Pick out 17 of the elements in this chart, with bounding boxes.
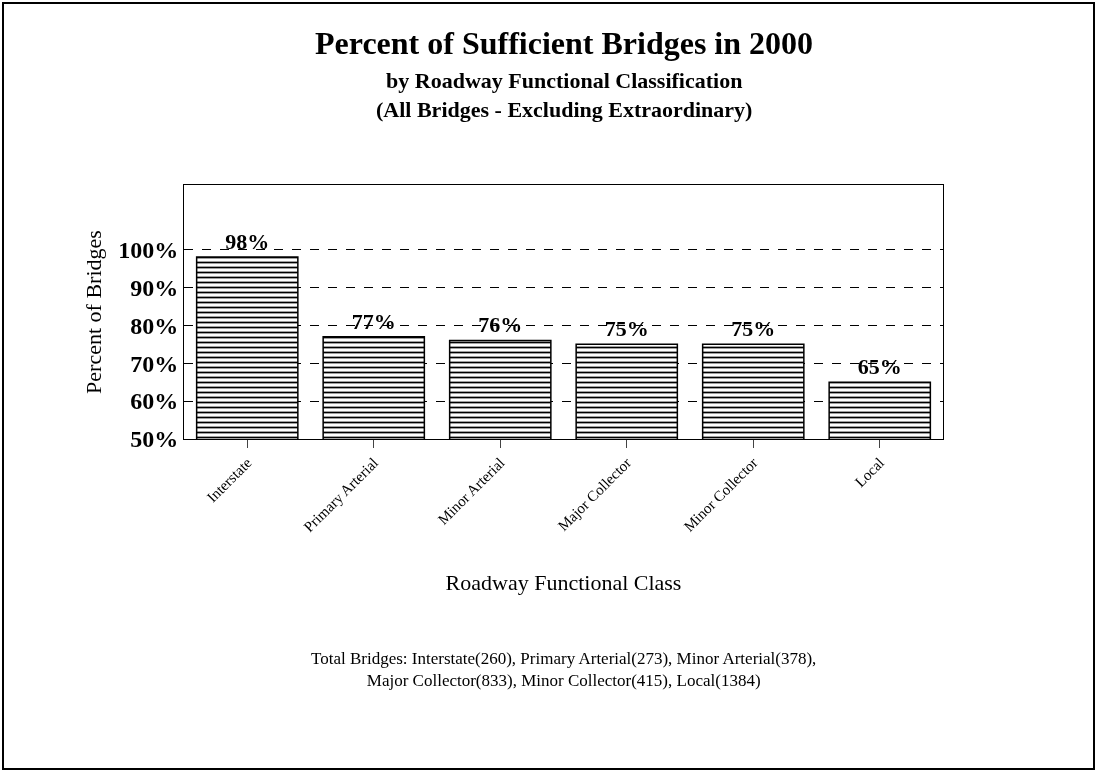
data-label: 98% <box>225 229 270 255</box>
chart-subtitle: by Roadway Functional Classification (All Bridges - Excluding Extraordinary) <box>376 68 753 122</box>
y-tick-label: 90% <box>130 274 179 301</box>
y-tick-label: 100% <box>118 236 179 263</box>
data-label: 76% <box>478 312 523 338</box>
data-label: 75% <box>604 316 649 342</box>
x-axis-title: Roadway Functional Class <box>445 570 682 596</box>
y-tick-label: 70% <box>130 350 179 377</box>
y-tick-label: 60% <box>130 388 179 415</box>
data-label: 75% <box>731 316 776 342</box>
data-label: 65% <box>857 354 902 380</box>
y-tick-label: 80% <box>130 312 179 339</box>
chart-title: Percent of Sufficient Bridges in 2000 <box>315 25 814 61</box>
text: Total Bridges: Interstate(260), Primary Arterial(273), Minor Arterial(378), Major Collector(833), Minor Collector(415), Local(1384) <box>311 649 817 691</box>
y-tick-label: 50% <box>130 426 179 453</box>
y-axis-title: Percent of Bridges <box>81 230 106 394</box>
data-label: 77% <box>351 308 396 334</box>
